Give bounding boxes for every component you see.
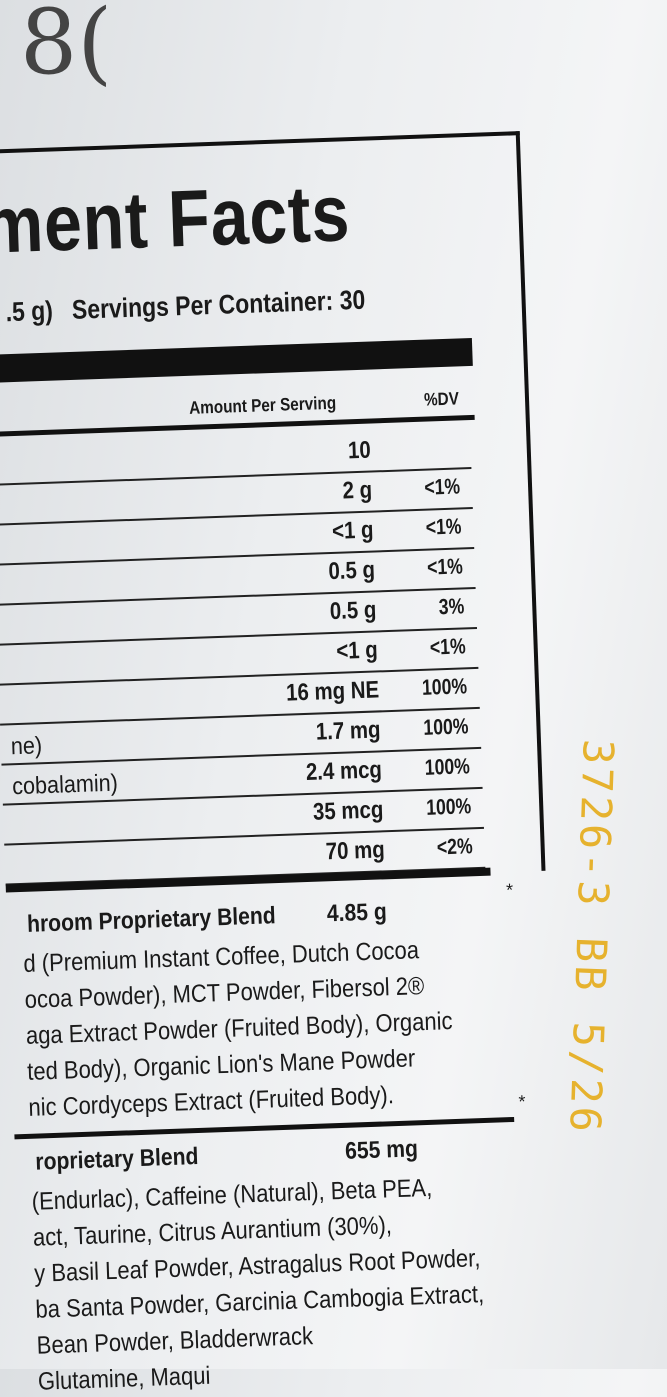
row-dv: 3% (438, 593, 465, 620)
blend2-name: roprietary Blend (34, 1142, 199, 1176)
blend1-name: hroom Proprietary Blend (26, 902, 277, 938)
row-amount: 1.7 mg (315, 716, 381, 746)
row-amount: <1 g (335, 636, 379, 665)
lot-code-stamp: 3726-3 BB 5/26 (560, 738, 623, 1136)
row-amount: 2.4 mcg (305, 756, 383, 786)
row-amount: 0.5 g (329, 596, 377, 626)
row-dv: <1% (426, 553, 464, 580)
row-dv: <1% (429, 633, 467, 660)
blend2-amount: 655 mg (344, 1135, 419, 1165)
header-divider (0, 414, 475, 437)
row-dv: 100% (424, 753, 471, 780)
row-dv: <1% (423, 473, 461, 500)
ingredient-line: act, Taurine, Citrus Aurantium (30%), (32, 1211, 393, 1252)
panel-right-border (515, 131, 546, 871)
serving-size: .5 g) (5, 295, 54, 328)
blend1-amount: 4.85 g (326, 898, 388, 928)
handwriting-mark: 8( (20, 0, 113, 95)
panel-title: ment Facts (0, 168, 352, 270)
ingredient-line: nic Cordyceps Extract (Fruited Body). (27, 1081, 395, 1122)
row-amount: 70 mg (325, 836, 386, 866)
row-label: ne) (10, 732, 43, 761)
row-amount: 16 mg NE (285, 676, 380, 707)
header-dv: %DV (423, 388, 460, 410)
row-amount: <1 g (331, 516, 374, 545)
row-dv: <2% (436, 833, 474, 860)
row-amount: 35 mcg (312, 796, 384, 826)
row-dv: 100% (422, 713, 469, 740)
row-amount: 2 g (342, 476, 373, 505)
header-amount: Amount Per Serving (188, 392, 337, 418)
row-label: cobalamin) (11, 769, 119, 801)
servings-per-container: Servings Per Container: 30 (71, 284, 366, 325)
asterisk: * (505, 879, 514, 901)
row-amount: 10 (347, 436, 372, 465)
row-dv: <1% (425, 513, 462, 540)
thick-divider (0, 337, 473, 383)
row-dv: 100% (425, 793, 472, 820)
serving-info: .5 g) Servings Per Container: 30 (5, 285, 366, 329)
row-dv (388, 433, 458, 435)
panel-top-border (0, 131, 520, 154)
supplement-facts-panel: ment Facts .5 g) Servings Per Container:… (0, 131, 558, 1396)
row-amount: 0.5 g (327, 556, 376, 586)
asterisk-2: * (518, 1091, 526, 1112)
ingredient-line: Bean Powder, Bladderwrack (36, 1322, 314, 1360)
row-dv: 100% (421, 673, 468, 700)
ingredient-line: Glutamine, Maqui (37, 1361, 211, 1396)
